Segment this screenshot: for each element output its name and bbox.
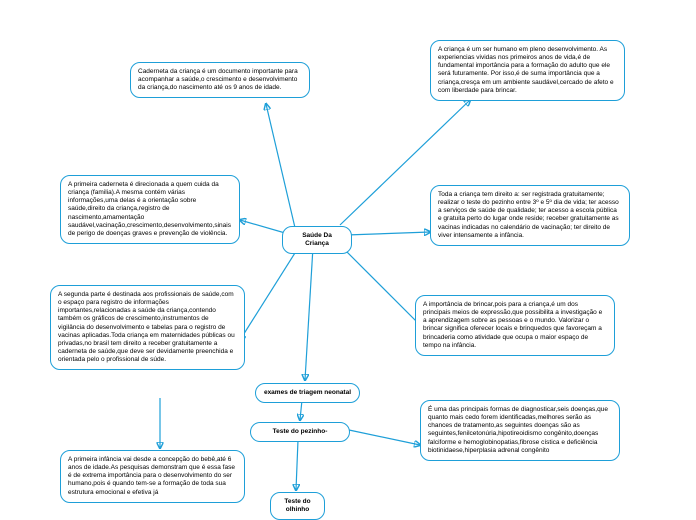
node-n9-text: Teste do olhinho xyxy=(284,498,310,513)
node-n3: A primeira caderneta é direcionada a que… xyxy=(60,175,240,244)
node-n3-text: A primeira caderneta é direcionada a que… xyxy=(68,181,231,237)
node-n4: Toda a criança tem direito a: ser regist… xyxy=(430,185,630,246)
node-n11-text: É uma das principais formas de diagnosti… xyxy=(428,406,608,454)
node-n6: A importância de brincar,pois para a cri… xyxy=(415,295,615,356)
node-n4-text: Toda a criança tem direito a: ser regist… xyxy=(438,191,619,239)
node-n5-text: A segunda parte é destinada aos profissi… xyxy=(58,291,235,363)
node-n8: Teste do pezinho- xyxy=(250,422,350,442)
node-n6-text: A importância de brincar,pois para a cri… xyxy=(423,301,602,349)
node-n2-text: A criança é um ser humano em pleno desen… xyxy=(438,46,614,94)
node-n9: Teste do olhinho xyxy=(270,492,325,520)
node-center: Saúde Da Criança xyxy=(282,226,352,254)
node-n8-text: Teste do pezinho- xyxy=(273,428,328,435)
node-n11: É uma das principais formas de diagnosti… xyxy=(420,400,620,461)
node-center-text: Saúde Da Criança xyxy=(302,232,332,247)
node-n7: exames de triagem neonatal xyxy=(255,383,360,403)
node-n10-text: A primeira infância vai desde a concepçã… xyxy=(68,456,235,496)
node-n10: A primeira infância vai desde a concepçã… xyxy=(60,450,245,503)
node-n1: Caderneta da criança é um documento impo… xyxy=(130,62,310,98)
node-n2: A criança é um ser humano em pleno desen… xyxy=(430,40,625,101)
node-n1-text: Caderneta da criança é um documento impo… xyxy=(138,68,298,91)
node-n7-text: exames de triagem neonatal xyxy=(264,389,351,396)
node-n5: A segunda parte é destinada aos profissi… xyxy=(50,285,245,370)
